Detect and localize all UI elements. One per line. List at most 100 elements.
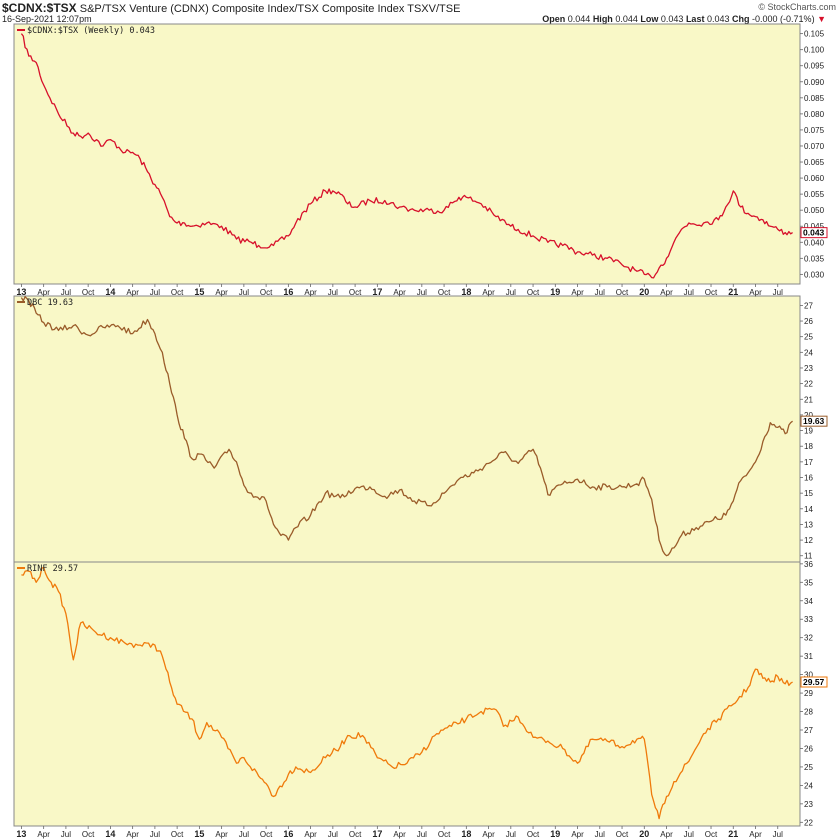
x-tick-label-top: 16 xyxy=(283,287,293,297)
y-tick-label: 26 xyxy=(804,317,813,326)
y-tick-label: 0.070 xyxy=(804,142,825,151)
x-tick-label-top: Oct xyxy=(171,288,184,297)
y-tick-label: 31 xyxy=(804,652,813,661)
x-tick-label-top: Apr xyxy=(215,288,228,297)
last-value-label: 0.043 xyxy=(803,228,825,238)
symbol-description: S&P/TSX Venture (CDNX) Composite Index/T… xyxy=(79,3,405,15)
y-tick-label: 0.090 xyxy=(804,78,825,87)
x-tick-label-bottom: Oct xyxy=(82,830,95,839)
x-tick-label-bottom: 16 xyxy=(283,829,293,839)
y-tick-label: 13 xyxy=(804,520,813,529)
x-tick-label-bottom: Jul xyxy=(150,830,160,839)
y-tick-label: 18 xyxy=(804,442,813,451)
x-tick-label-bottom: Apr xyxy=(393,830,406,839)
x-tick-label-top: Jul xyxy=(150,288,160,297)
y-tick-label: 15 xyxy=(804,489,813,498)
x-tick-label-bottom: Oct xyxy=(260,830,273,839)
x-tick-label-top: Oct xyxy=(349,288,362,297)
x-tick-label-bottom: Jul xyxy=(684,830,694,839)
x-tick-label-bottom: Apr xyxy=(126,830,139,839)
x-tick-label-bottom: Oct xyxy=(438,830,451,839)
x-tick-label-bottom: 14 xyxy=(105,829,115,839)
y-tick-label: 25 xyxy=(804,763,813,772)
x-tick-label-bottom: Jul xyxy=(328,830,338,839)
x-tick-label-bottom: 17 xyxy=(372,829,382,839)
y-tick-label: 0.040 xyxy=(804,238,825,247)
last-value-box xyxy=(800,227,828,239)
x-tick-label-top: 21 xyxy=(728,287,738,297)
y-tick-label: 23 xyxy=(804,364,813,373)
legend-label: RINF 29.57 xyxy=(27,564,78,574)
y-tick-label: 21 xyxy=(804,395,813,404)
y-tick-label: 11 xyxy=(804,552,813,561)
high-value: 0.044 xyxy=(615,14,638,24)
low-label: Low xyxy=(640,14,659,24)
y-tick-label: 27 xyxy=(804,726,813,735)
chart-title: $CDNX:$TSX S&P/TSX Venture (CDNX) Compos… xyxy=(2,1,460,15)
x-tick-label-bottom: Apr xyxy=(482,830,495,839)
y-tick-label: 33 xyxy=(804,615,813,624)
x-tick-label-top: Apr xyxy=(393,288,406,297)
x-tick-label-top: Jul xyxy=(239,288,249,297)
y-tick-label: 0.030 xyxy=(804,270,825,279)
x-tick-label-bottom: Jul xyxy=(61,830,71,839)
y-tick-label: 0.075 xyxy=(804,126,825,135)
y-tick-label: 35 xyxy=(804,578,813,587)
y-tick-label: 30 xyxy=(804,671,813,680)
legend-label: $CDNX:$TSX (Weekly) 0.043 xyxy=(27,26,155,36)
x-tick-label-top: Oct xyxy=(260,288,273,297)
y-tick-label: 19 xyxy=(804,427,813,436)
last-value-box xyxy=(800,415,828,427)
y-tick-label: 24 xyxy=(804,781,813,790)
x-tick-label-bottom: Apr xyxy=(571,830,584,839)
down-arrow-icon: ▼ xyxy=(817,14,826,24)
chg-value: -0.000 (-0.71%) xyxy=(752,14,815,24)
y-tick-label: 0.050 xyxy=(804,206,825,215)
x-tick-label-top: 14 xyxy=(105,287,115,297)
x-tick-label-bottom: Apr xyxy=(215,830,228,839)
x-tick-label-top: Jul xyxy=(328,288,338,297)
y-tick-label: 0.100 xyxy=(804,46,825,55)
chg-label: Chg xyxy=(732,14,750,24)
x-tick-label-bottom: Jul xyxy=(239,830,249,839)
last-label: Last xyxy=(685,14,705,24)
x-tick-label-top: Apr xyxy=(126,288,139,297)
panel-3-background xyxy=(13,561,801,827)
last-value-label: 19.63 xyxy=(803,416,825,426)
y-tick-label: 0.085 xyxy=(804,94,825,103)
last-value-box xyxy=(800,676,828,688)
y-tick-label: 22 xyxy=(804,818,813,827)
x-tick-label-top: Apr xyxy=(37,288,50,297)
x-tick-label-bottom: Jul xyxy=(506,830,516,839)
x-tick-label-top: 17 xyxy=(372,287,382,297)
y-tick-label: 0.065 xyxy=(804,158,825,167)
y-tick-label: 24 xyxy=(804,348,813,357)
x-tick-label-bottom: Jul xyxy=(773,830,783,839)
y-tick-label: 20 xyxy=(804,411,813,420)
x-tick-label-top: Apr xyxy=(749,288,762,297)
x-tick-label-bottom: Oct xyxy=(349,830,362,839)
last-value-label: 29.57 xyxy=(803,677,825,687)
x-tick-label-top: 18 xyxy=(461,287,471,297)
x-tick-label-top: Jul xyxy=(506,288,516,297)
x-tick-label-top: Oct xyxy=(82,288,95,297)
x-tick-label-bottom: Oct xyxy=(616,830,629,839)
low-value: 0.043 xyxy=(660,14,684,24)
panel-2-background xyxy=(13,295,801,563)
x-tick-label-bottom: Apr xyxy=(749,830,762,839)
x-tick-label-bottom: 21 xyxy=(728,829,738,839)
x-tick-label-top: Apr xyxy=(660,288,673,297)
y-tick-label: 0.060 xyxy=(804,174,825,183)
y-tick-label: 32 xyxy=(804,634,813,643)
y-tick-label: 0.055 xyxy=(804,190,825,199)
x-tick-label-bottom: 13 xyxy=(16,829,26,839)
x-tick-label-top: Apr xyxy=(304,288,317,297)
x-tick-label-bottom: 18 xyxy=(461,829,471,839)
y-tick-label: 29 xyxy=(804,689,813,698)
stockcharts-logo: © StockCharts.com xyxy=(758,2,836,12)
open-value: 0.044 xyxy=(567,14,591,24)
x-tick-label-top: Apr xyxy=(571,288,584,297)
chart-date: 16-Sep-2021 12:07pm xyxy=(2,14,92,24)
